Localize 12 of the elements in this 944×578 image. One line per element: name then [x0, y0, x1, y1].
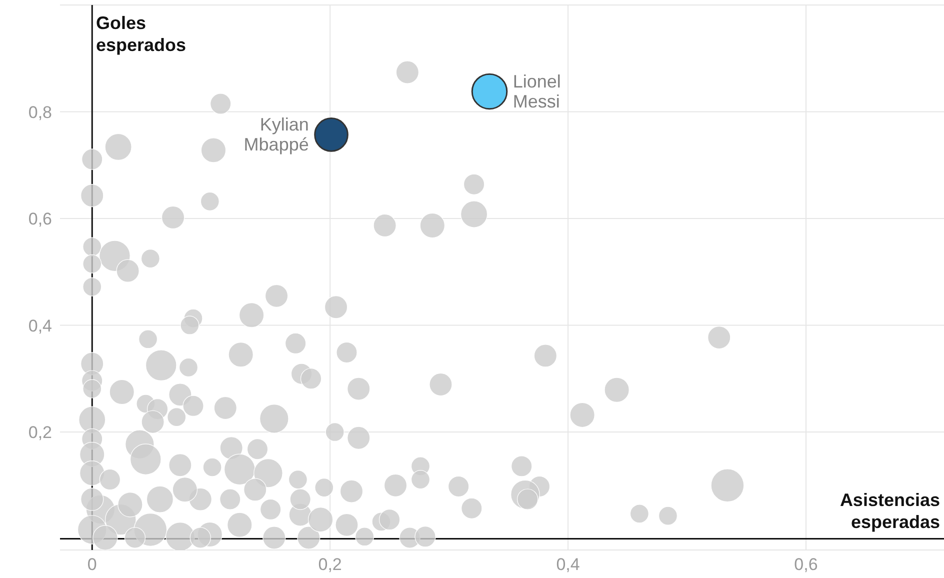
- x-tick-label: 0,6: [794, 555, 818, 574]
- y-tick-label: 0,6: [28, 210, 52, 229]
- x-tick-label: 0,2: [318, 555, 342, 574]
- x-tick-label: 0,4: [556, 555, 580, 574]
- series-label: Kylian Mbappé: [244, 114, 309, 155]
- x-tick-label: 0: [87, 555, 97, 574]
- y-tick-label: 0,4: [28, 316, 52, 336]
- y-axis-title: Goles esperados: [96, 12, 226, 56]
- y-tick-label: 0,8: [28, 102, 52, 122]
- x-axis-title: Asistencias esperadas: [838, 489, 940, 533]
- series-label: Lionel Messi: [512, 71, 561, 112]
- y-tick-label: 0,2: [28, 423, 52, 442]
